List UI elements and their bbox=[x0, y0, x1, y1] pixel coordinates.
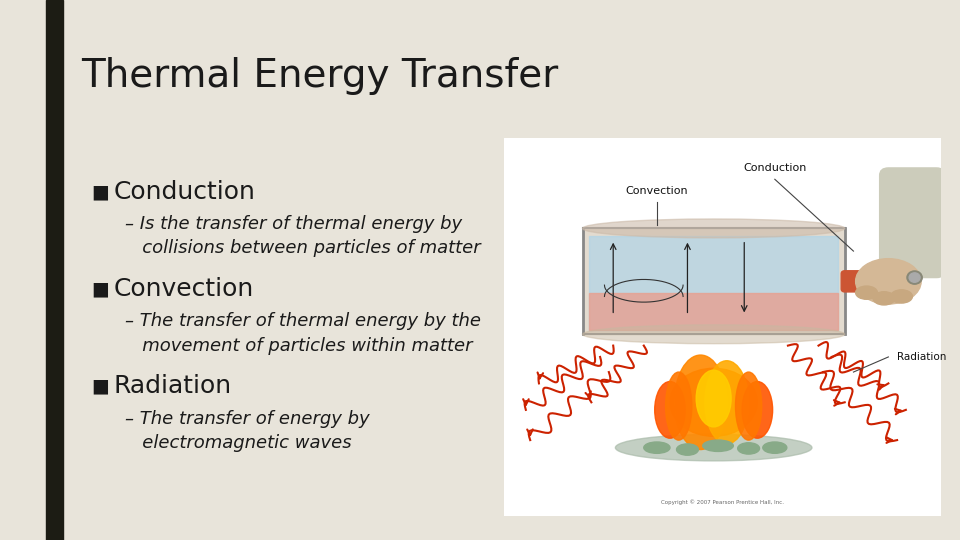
FancyBboxPatch shape bbox=[879, 168, 946, 278]
Text: – The transfer of thermal energy by the: – The transfer of thermal energy by the bbox=[125, 312, 481, 330]
Ellipse shape bbox=[644, 442, 670, 454]
Text: ■: ■ bbox=[91, 376, 108, 396]
Ellipse shape bbox=[742, 381, 773, 438]
Ellipse shape bbox=[705, 361, 749, 444]
Ellipse shape bbox=[855, 259, 922, 304]
Text: Copyright © 2007 Pearson Prentice Hall, Inc.: Copyright © 2007 Pearson Prentice Hall, … bbox=[660, 500, 784, 505]
Text: Convection: Convection bbox=[113, 277, 253, 301]
Ellipse shape bbox=[677, 444, 698, 455]
Ellipse shape bbox=[703, 440, 733, 451]
Text: Conduction: Conduction bbox=[743, 163, 806, 173]
Ellipse shape bbox=[855, 286, 877, 299]
Text: Conduction: Conduction bbox=[113, 180, 255, 204]
Text: Thermal Energy Transfer: Thermal Energy Transfer bbox=[82, 57, 559, 94]
Ellipse shape bbox=[583, 219, 845, 238]
Ellipse shape bbox=[873, 292, 895, 305]
Text: Convection: Convection bbox=[626, 186, 688, 195]
Ellipse shape bbox=[670, 368, 757, 436]
Text: Radiation: Radiation bbox=[113, 374, 231, 398]
Ellipse shape bbox=[737, 443, 759, 454]
Text: electromagnetic waves: electromagnetic waves bbox=[125, 434, 351, 452]
Bar bbox=[583, 228, 845, 334]
Ellipse shape bbox=[655, 381, 685, 438]
Text: Radiation: Radiation bbox=[897, 352, 947, 362]
Ellipse shape bbox=[907, 271, 923, 284]
Bar bbox=[589, 293, 838, 330]
Text: – The transfer of energy by: – The transfer of energy by bbox=[125, 409, 370, 428]
Ellipse shape bbox=[615, 434, 812, 461]
Bar bbox=[589, 236, 838, 330]
Ellipse shape bbox=[696, 370, 732, 427]
Ellipse shape bbox=[674, 355, 727, 449]
Ellipse shape bbox=[665, 372, 692, 440]
Text: collisions between particles of matter: collisions between particles of matter bbox=[125, 239, 480, 258]
FancyBboxPatch shape bbox=[841, 271, 914, 292]
Ellipse shape bbox=[891, 290, 912, 303]
Ellipse shape bbox=[909, 273, 920, 282]
Text: ■: ■ bbox=[91, 279, 108, 299]
Ellipse shape bbox=[763, 442, 787, 454]
Text: ■: ■ bbox=[91, 182, 108, 201]
Ellipse shape bbox=[583, 325, 845, 343]
Ellipse shape bbox=[735, 372, 761, 440]
Text: – Is the transfer of thermal energy by: – Is the transfer of thermal energy by bbox=[125, 215, 462, 233]
Text: movement of particles within matter: movement of particles within matter bbox=[125, 336, 472, 355]
